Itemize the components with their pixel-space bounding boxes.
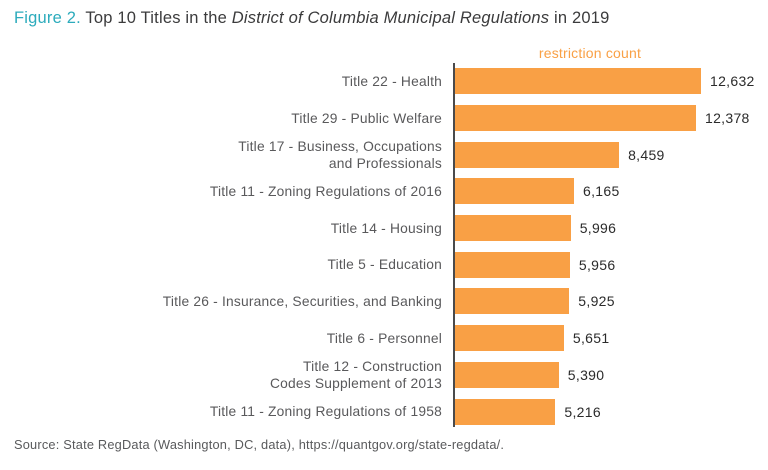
bar [453, 178, 574, 205]
category-label: Title 29 - Public Welfare [291, 110, 442, 126]
bar-track: 5,925 [453, 283, 768, 320]
bar-track: 6,165 [453, 173, 768, 210]
bar [453, 215, 571, 242]
bar-track: 5,651 [453, 320, 768, 357]
category-label: Title 6 - Personnel [326, 330, 442, 346]
bar [453, 361, 559, 388]
bar-track: 5,956 [453, 246, 768, 283]
bar [453, 398, 556, 425]
source-note: Source: State RegData (Washington, DC, d… [14, 437, 505, 452]
chart-row: Title 22 - Health 12,632 [14, 63, 768, 100]
chart-row: Title 14 - Housing 5,996 [14, 210, 768, 247]
value-label: 8,459 [628, 146, 665, 163]
category-label: Title 22 - Health [341, 73, 442, 89]
chart-row: Title 6 - Personnel 5,651 [14, 320, 768, 357]
value-label: 5,390 [567, 366, 605, 383]
bar [453, 288, 570, 315]
bar-track: 8,459 [453, 136, 768, 173]
value-label: 5,925 [578, 293, 615, 310]
bar-track: 12,632 [453, 63, 768, 100]
value-label: 12,632 [710, 73, 755, 90]
bar-track: 5,996 [453, 210, 768, 247]
value-label: 6,165 [583, 183, 620, 200]
bar-rows: Title 22 - Health 12,632 Title 29 - Publ… [14, 63, 768, 430]
chart-row: Title 17 - Business, Occupations and Pro… [14, 136, 768, 173]
y-axis-line [453, 63, 455, 427]
category-label: Title 12 - Construction Codes Supplement… [269, 358, 442, 391]
chart-row: Title 12 - Construction Codes Supplement… [14, 357, 768, 394]
category-label: Title 17 - Business, Occupations and Pro… [238, 138, 442, 171]
bar [453, 105, 696, 132]
value-label: 5,651 [572, 330, 610, 347]
category-label: Title 11 - Zoning Regulations of 1958 [209, 404, 442, 420]
value-label: 5,996 [579, 220, 617, 237]
chart-row: Title 26 - Insurance, Securities, and Ba… [14, 283, 768, 320]
value-label: 5,216 [564, 403, 601, 420]
title-text-2: in 2019 [549, 9, 610, 27]
title-italic: District of Columbia Municipal Regulatio… [231, 9, 550, 27]
bar-track: 12,378 [453, 100, 768, 137]
category-label: Title 11 - Zoning Regulations of 2016 [209, 183, 442, 199]
bar [453, 68, 701, 95]
x-axis-title: restriction count [538, 45, 642, 61]
category-label: Title 26 - Insurance, Securities, and Ba… [162, 293, 442, 309]
chart-row: Title 5 - Education 5,956 [14, 246, 768, 283]
figure-number: Figure 2. [14, 9, 81, 27]
chart-row: Title 11 - Zoning Regulations of 2016 6,… [14, 173, 768, 210]
bar-track: 5,390 [453, 357, 768, 394]
bar-track: 5,216 [453, 393, 768, 430]
chart-row: Title 29 - Public Welfare 12,378 [14, 100, 768, 137]
chart-row: Title 11 - Zoning Regulations of 1958 5,… [14, 393, 768, 430]
value-label: 12,378 [705, 110, 750, 127]
figure-title: Figure 2. Top 10 Titles in the District … [14, 9, 610, 28]
category-label: Title 5 - Education [327, 257, 442, 273]
bar [453, 325, 564, 352]
title-text-1: Top 10 Titles in the [80, 9, 232, 27]
bar [453, 141, 620, 168]
value-label: 5,956 [578, 256, 616, 273]
category-label: Title 14 - Housing [330, 220, 442, 236]
bar [453, 251, 570, 278]
